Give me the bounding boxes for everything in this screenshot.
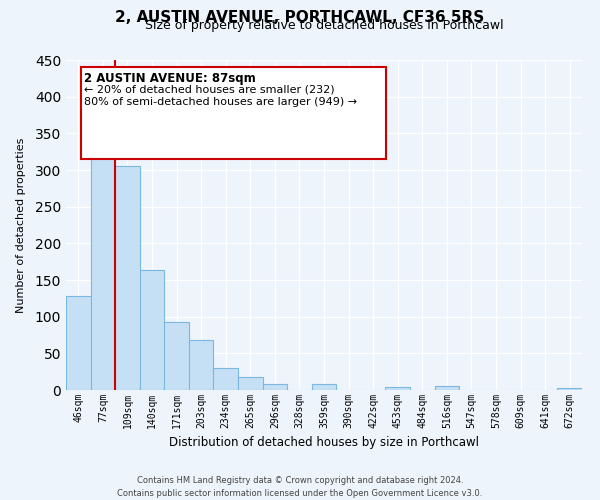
Bar xyxy=(434,386,459,390)
Text: 2 AUSTIN AVENUE: 87sqm: 2 AUSTIN AVENUE: 87sqm xyxy=(84,72,256,85)
Text: ← 20% of detached houses are smaller (232): ← 20% of detached houses are smaller (23… xyxy=(84,84,335,95)
Bar xyxy=(557,388,582,390)
X-axis label: Distribution of detached houses by size in Porthcawl: Distribution of detached houses by size … xyxy=(169,436,479,450)
FancyBboxPatch shape xyxy=(82,66,386,159)
Text: 80% of semi-detached houses are larger (949) →: 80% of semi-detached houses are larger (… xyxy=(84,97,357,107)
Bar xyxy=(238,377,263,390)
Bar xyxy=(263,384,287,390)
Bar xyxy=(164,322,189,390)
Bar xyxy=(385,387,410,390)
Y-axis label: Number of detached properties: Number of detached properties xyxy=(16,138,26,312)
Bar xyxy=(189,340,214,390)
Bar xyxy=(115,166,140,390)
Bar xyxy=(214,368,238,390)
Bar xyxy=(140,270,164,390)
Title: Size of property relative to detached houses in Porthcawl: Size of property relative to detached ho… xyxy=(145,20,503,32)
Text: Contains HM Land Registry data © Crown copyright and database right 2024.
Contai: Contains HM Land Registry data © Crown c… xyxy=(118,476,482,498)
Bar xyxy=(66,296,91,390)
Text: 2, AUSTIN AVENUE, PORTHCAWL, CF36 5RS: 2, AUSTIN AVENUE, PORTHCAWL, CF36 5RS xyxy=(115,10,485,25)
Bar xyxy=(91,122,115,390)
Bar xyxy=(312,384,336,390)
